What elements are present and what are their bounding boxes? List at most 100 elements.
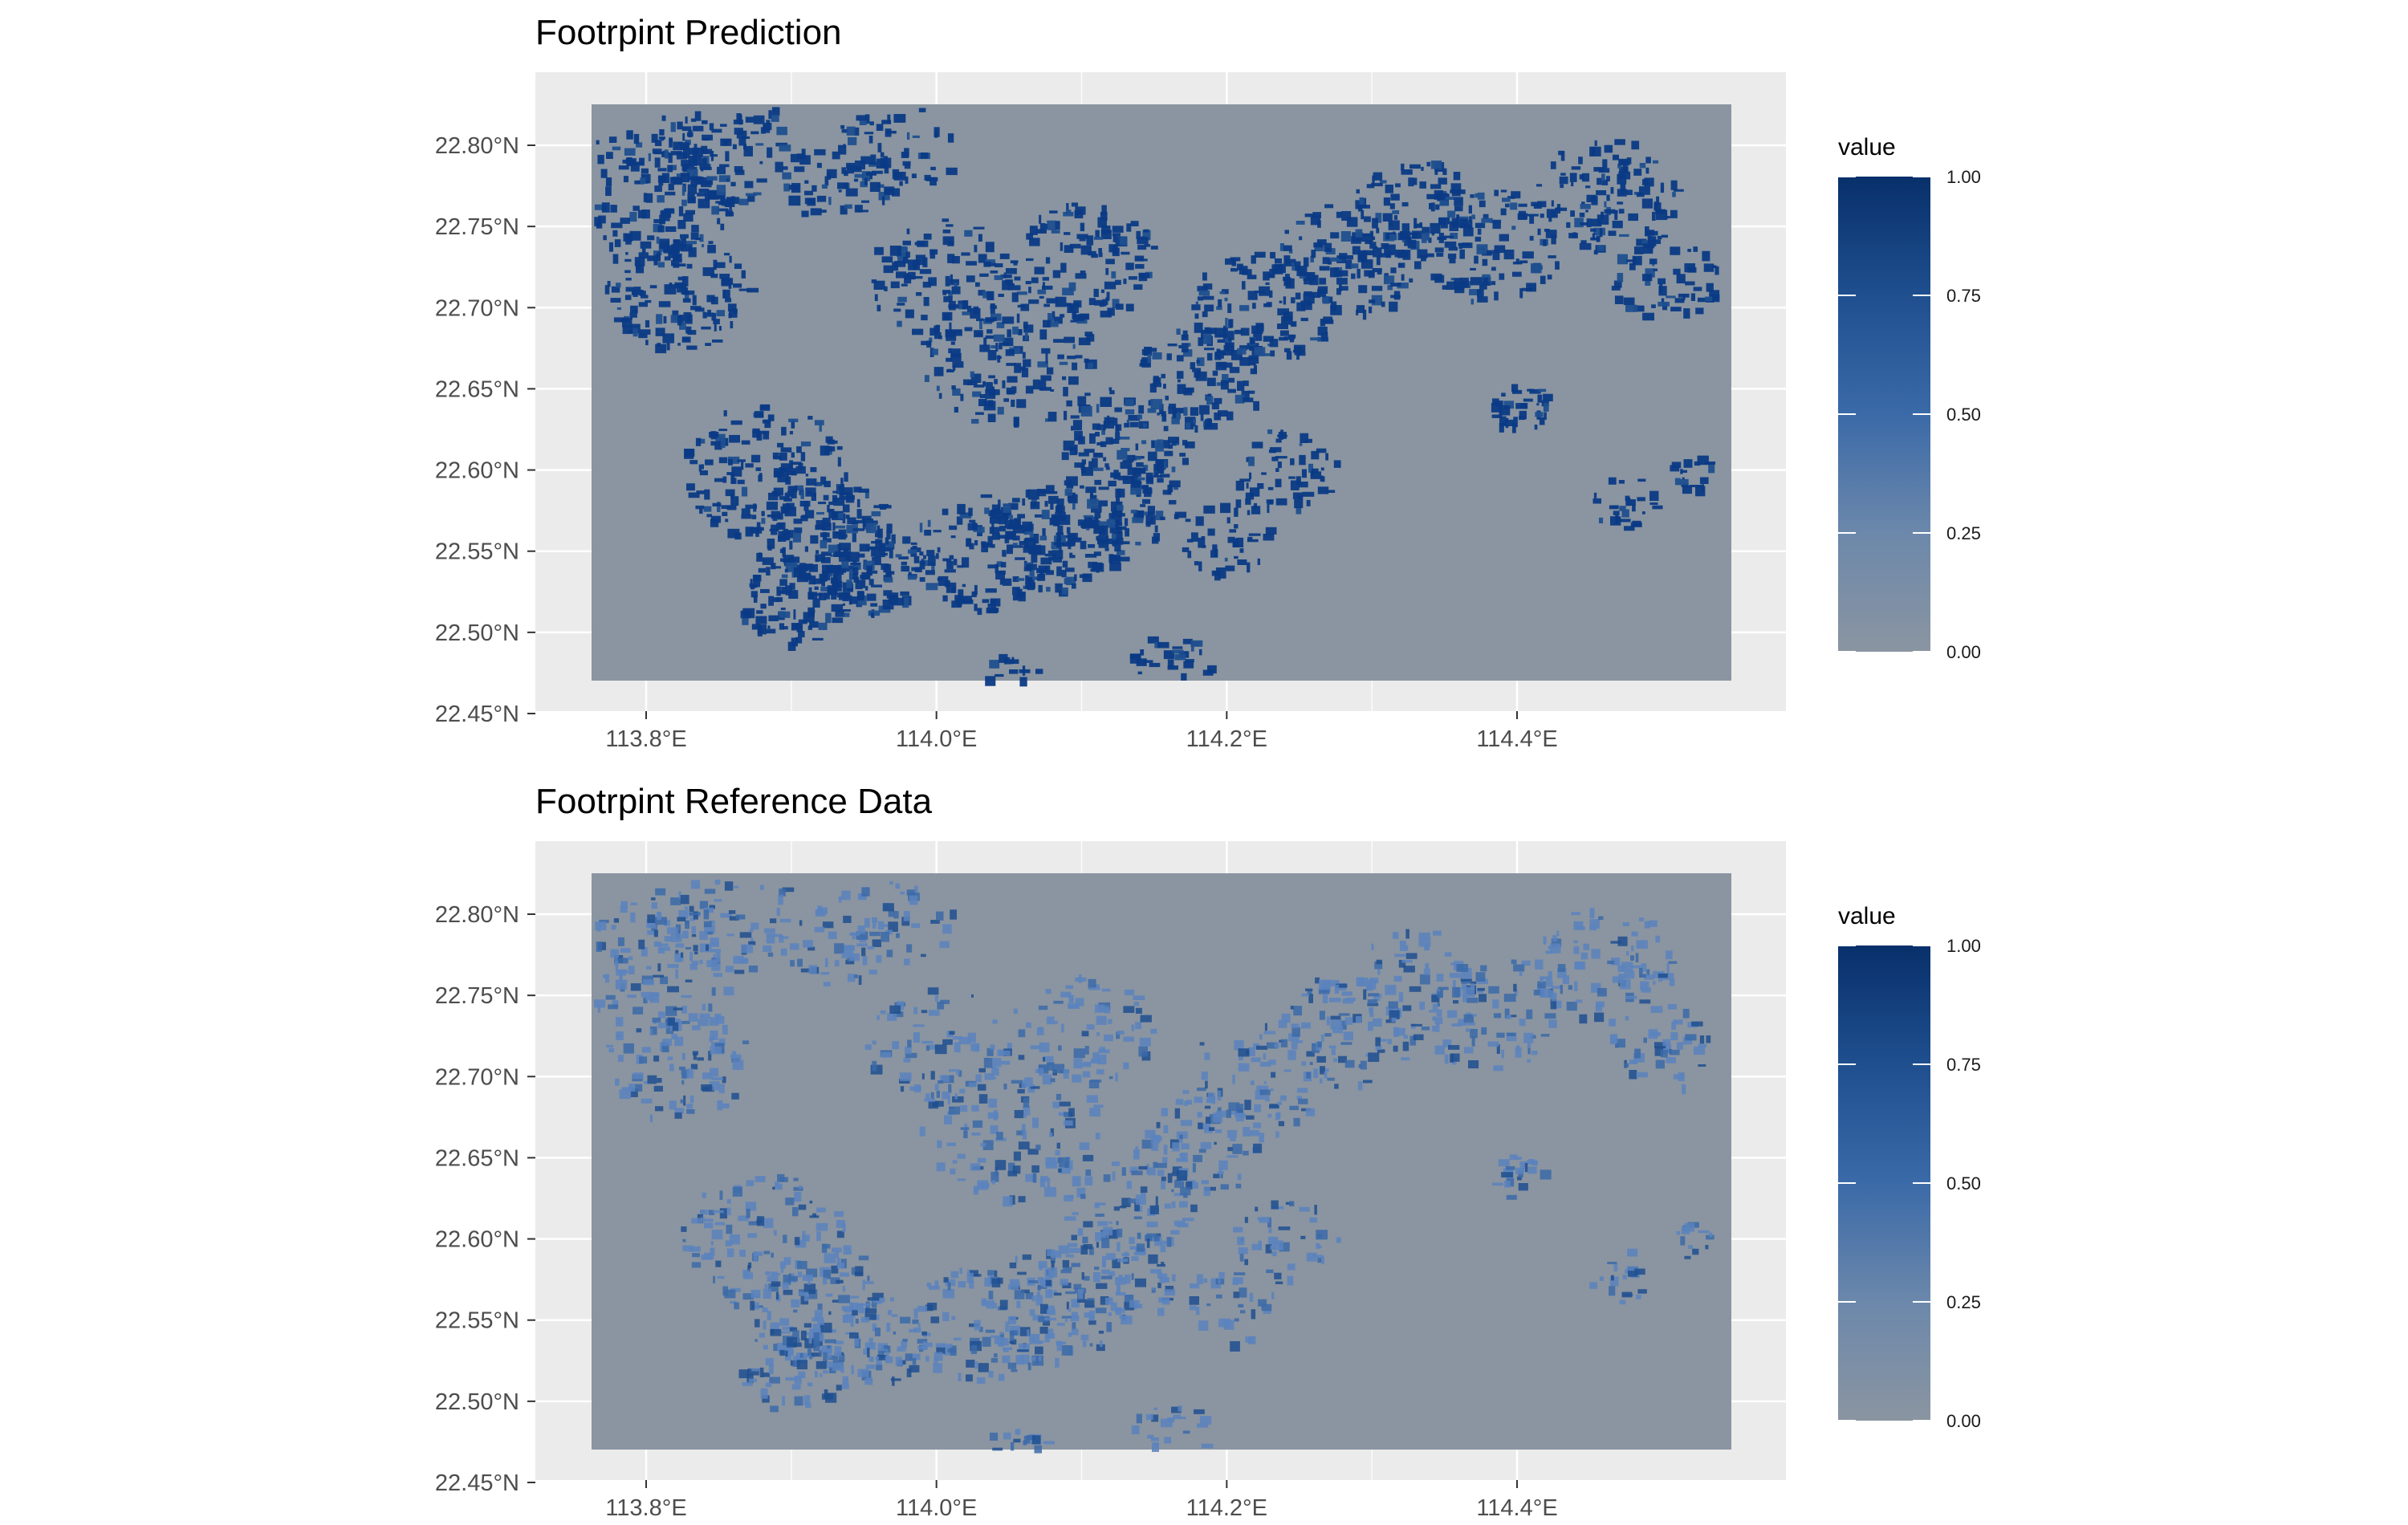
built-up-raster xyxy=(594,879,1714,1454)
built-up-cell xyxy=(1055,1357,1060,1368)
built-up-cell xyxy=(902,240,911,246)
built-up-cell xyxy=(811,1317,824,1322)
built-up-cell xyxy=(937,577,943,581)
built-up-cell xyxy=(772,452,779,459)
built-up-cell xyxy=(925,583,938,591)
built-up-cell xyxy=(1089,1108,1100,1117)
built-up-cell xyxy=(840,487,853,496)
built-up-cell xyxy=(803,1283,816,1295)
built-up-cell xyxy=(995,516,999,520)
built-up-cell xyxy=(871,520,878,525)
built-up-cell xyxy=(760,1388,768,1399)
built-up-cell xyxy=(1687,266,1697,273)
built-up-cell xyxy=(868,610,881,616)
built-up-cell xyxy=(846,580,852,588)
built-up-cell xyxy=(1121,1167,1126,1176)
built-up-cell xyxy=(1150,517,1153,523)
built-up-cell xyxy=(677,220,686,230)
built-up-cell xyxy=(1125,1251,1128,1263)
built-up-cell xyxy=(1409,986,1422,992)
built-up-cell xyxy=(1645,226,1649,237)
built-up-cell xyxy=(958,1070,962,1077)
built-up-cell xyxy=(1078,337,1091,346)
built-up-cell xyxy=(627,994,637,998)
built-up-cell xyxy=(1254,291,1266,294)
built-up-cell xyxy=(1462,242,1473,249)
built-up-cell xyxy=(1463,1014,1474,1023)
built-up-cell xyxy=(999,526,1007,532)
built-up-cell xyxy=(664,936,673,942)
built-up-cell xyxy=(1267,486,1274,490)
built-up-cell xyxy=(946,560,954,570)
built-up-cell xyxy=(791,462,802,466)
built-up-cell xyxy=(958,1281,966,1288)
built-up-cell xyxy=(971,994,974,998)
built-up-cell xyxy=(1589,925,1597,931)
built-up-cell xyxy=(1023,1115,1027,1118)
built-up-cell xyxy=(1515,1047,1522,1058)
built-up-cell xyxy=(1185,443,1188,447)
built-up-cell xyxy=(1667,1003,1677,1010)
built-up-cell xyxy=(861,887,870,897)
built-up-cell xyxy=(798,1291,808,1295)
built-up-cell xyxy=(690,118,697,122)
built-up-cell xyxy=(701,464,704,470)
built-up-cell xyxy=(1661,234,1668,238)
built-up-cell xyxy=(1207,1092,1215,1101)
built-up-cell xyxy=(658,301,671,307)
built-up-cell xyxy=(1244,1217,1248,1223)
built-up-cell xyxy=(1543,936,1547,945)
built-up-cell xyxy=(1303,257,1309,267)
built-up-cell xyxy=(767,1311,771,1321)
built-up-cell xyxy=(1096,1283,1108,1289)
built-up-cell xyxy=(821,577,825,587)
built-up-cell xyxy=(1550,161,1556,169)
built-up-cell xyxy=(1121,1198,1131,1207)
built-up-cell xyxy=(673,141,683,151)
built-up-cell xyxy=(693,945,698,951)
built-up-cell xyxy=(1267,344,1271,347)
built-up-cell xyxy=(1009,1331,1015,1342)
built-up-cell xyxy=(625,234,632,245)
built-up-cell xyxy=(742,1040,750,1044)
built-up-cell xyxy=(1108,518,1116,528)
built-up-cell xyxy=(950,1271,959,1279)
built-up-cell xyxy=(745,1202,757,1211)
built-up-cell xyxy=(692,1253,700,1258)
built-up-cell xyxy=(747,1233,757,1238)
built-up-cell xyxy=(700,1210,709,1215)
built-up-cell xyxy=(630,1088,638,1097)
built-up-cell xyxy=(881,1051,891,1058)
built-up-cell xyxy=(1218,299,1222,307)
built-up-cell xyxy=(858,488,869,493)
built-up-cell xyxy=(1500,208,1507,216)
built-up-cell xyxy=(1172,1171,1181,1177)
built-up-cell xyxy=(717,1100,723,1111)
built-up-cell xyxy=(1304,438,1312,443)
built-up-cell xyxy=(1167,485,1172,495)
built-up-cell xyxy=(991,1180,995,1185)
built-up-cell xyxy=(734,1302,739,1310)
built-up-cell xyxy=(705,343,711,346)
built-up-cell xyxy=(889,549,893,559)
built-up-cell xyxy=(1271,1291,1275,1299)
x-tick-label: 114.4°E xyxy=(1476,726,1557,752)
built-up-cell xyxy=(917,1339,928,1344)
built-up-cell xyxy=(1227,1147,1233,1152)
built-up-cell xyxy=(1032,379,1040,390)
built-up-cell xyxy=(970,1270,978,1277)
built-up-cell xyxy=(713,319,720,324)
built-up-cell xyxy=(1140,1186,1148,1194)
built-up-cell xyxy=(1596,1001,1605,1007)
built-up-cell xyxy=(1450,183,1462,191)
built-up-cell xyxy=(909,1086,921,1092)
built-up-cell xyxy=(1653,160,1659,164)
built-up-cell xyxy=(1161,1262,1165,1265)
built-up-cell xyxy=(997,1277,1003,1284)
built-up-cell xyxy=(782,1282,789,1290)
built-up-cell xyxy=(823,1352,828,1362)
built-up-cell xyxy=(1394,954,1406,958)
built-up-cell xyxy=(782,1396,785,1406)
built-up-cell xyxy=(1519,288,1523,299)
built-up-cell xyxy=(606,152,613,159)
